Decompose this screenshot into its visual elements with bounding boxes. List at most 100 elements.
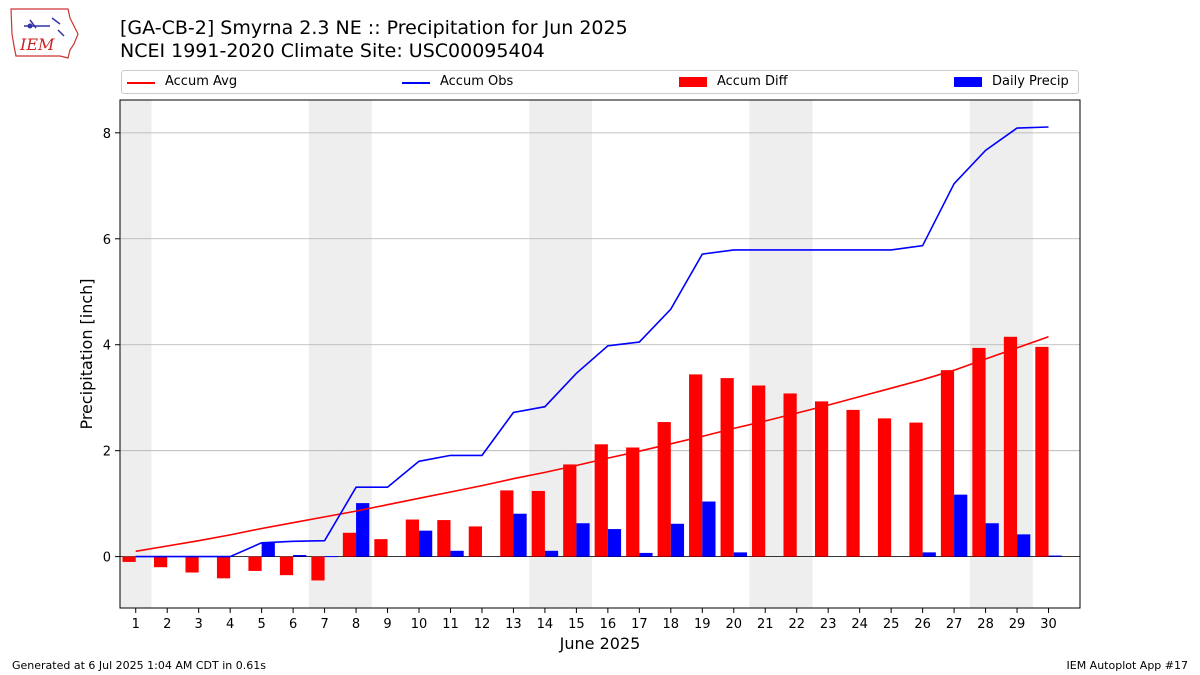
legend-label-accum-avg: Accum Avg (165, 74, 238, 89)
legend-swatch-accum-diff (679, 77, 707, 87)
bar-accum-diff-day-21 (752, 385, 766, 557)
bar-accum-diff-day-17 (626, 447, 640, 557)
bar-daily-precip-day-30 (1048, 555, 1062, 557)
legend-swatch-daily-precip (954, 77, 982, 87)
x-tick-label-14: 14 (537, 617, 554, 632)
x-tick-label-1: 1 (132, 617, 140, 632)
x-tick-label-6: 6 (289, 617, 297, 632)
x-tick-label-20: 20 (725, 617, 742, 632)
bar-accum-diff-day-1 (122, 556, 136, 562)
x-tick-label-10: 10 (411, 617, 428, 632)
bar-daily-precip-day-8 (356, 503, 370, 557)
bar-series (122, 336, 1062, 581)
x-tick-label-3: 3 (195, 617, 203, 632)
bar-accum-diff-day-2 (153, 556, 168, 568)
x-tick-label-28: 28 (977, 617, 994, 632)
bar-accum-diff-day-20 (720, 378, 734, 557)
x-tick-label-17: 17 (631, 617, 648, 632)
bar-accum-diff-day-7 (311, 556, 325, 581)
bar-accum-diff-day-14 (531, 490, 545, 557)
bar-daily-precip-day-10 (419, 530, 433, 557)
bar-accum-diff-day-24 (846, 409, 860, 557)
bar-daily-precip-day-27 (954, 494, 968, 557)
legend-label-accum-obs: Accum Obs (440, 74, 514, 89)
bar-daily-precip-day-15 (576, 523, 590, 557)
bar-daily-precip-day-17 (639, 552, 653, 557)
y-tick-label-8: 8 (103, 127, 111, 142)
chart-title: [GA-CB-2] Smyrna 2.3 NE :: Precipitation… (120, 17, 628, 39)
x-tick-label-29: 29 (1009, 617, 1026, 632)
x-tick-label-26: 26 (914, 617, 931, 632)
x-tick-label-30: 30 (1040, 617, 1057, 632)
y-tick-label-0: 0 (103, 551, 111, 566)
weekend-shade-day-7 (308, 100, 341, 608)
x-tick-label-8: 8 (352, 617, 360, 632)
bar-daily-precip-day-13 (513, 513, 527, 557)
chart-subtitle: NCEI 1991-2020 Climate Site: USC00095404 (120, 40, 545, 62)
bar-daily-precip-day-5 (261, 542, 275, 557)
footer-generated: Generated at 6 Jul 2025 1:04 AM CDT in 0… (12, 659, 266, 672)
x-tick-label-19: 19 (694, 617, 711, 632)
bar-accum-diff-day-27 (940, 370, 955, 557)
y-tick-label-4: 4 (103, 339, 111, 354)
bar-accum-diff-day-3 (185, 556, 199, 573)
bar-daily-precip-day-19 (702, 501, 716, 557)
legend-label-accum-diff: Accum Diff (717, 74, 788, 89)
x-tick-label-2: 2 (163, 617, 171, 632)
bar-accum-diff-day-22 (783, 393, 797, 557)
x-tick-label-12: 12 (474, 617, 491, 632)
x-tick-label-24: 24 (851, 617, 868, 632)
x-tick-label-4: 4 (226, 617, 234, 632)
x-tick-label-22: 22 (788, 617, 805, 632)
bar-daily-precip-day-29 (1017, 534, 1031, 557)
bar-accum-diff-day-30 (1035, 346, 1049, 557)
x-tick-label-11: 11 (442, 617, 459, 632)
legend-swatch-accum-obs (402, 82, 430, 84)
legend-swatch-accum-avg (127, 82, 155, 84)
bar-accum-diff-day-9 (374, 539, 388, 557)
bar-daily-precip-day-14 (544, 550, 559, 557)
y-tick-label-2: 2 (103, 445, 111, 460)
bar-accum-diff-day-19 (689, 374, 703, 557)
x-tick-label-27: 27 (946, 617, 963, 632)
x-tick-label-13: 13 (505, 617, 522, 632)
bar-daily-precip-day-6 (293, 555, 307, 557)
bar-daily-precip-day-18 (670, 523, 685, 557)
x-tick-label-16: 16 (600, 617, 617, 632)
bar-accum-diff-day-26 (909, 422, 923, 557)
bar-accum-diff-day-28 (972, 347, 986, 557)
x-tick-label-25: 25 (883, 617, 900, 632)
footer-app: IEM Autoplot App #17 (1066, 659, 1189, 672)
x-tick-label-7: 7 (320, 617, 328, 632)
bar-daily-precip-day-16 (607, 529, 622, 557)
y-tick-label-6: 6 (103, 233, 111, 248)
bar-accum-diff-day-4 (216, 556, 231, 579)
bar-daily-precip-day-28 (985, 523, 999, 557)
weekend-shade-day-1 (120, 100, 152, 608)
bar-accum-diff-day-13 (500, 490, 514, 557)
bar-accum-diff-day-12 (468, 526, 482, 557)
svg-text:IEM: IEM (19, 35, 55, 54)
line-accum-obs (135, 126, 1049, 558)
legend: Accum Avg Accum Obs Accum Diff Daily Pre… (121, 70, 1079, 94)
bar-accum-diff-day-16 (594, 444, 608, 557)
x-axis-label: June 2025 (559, 634, 641, 653)
line-accum-avg (135, 336, 1049, 553)
x-tick-label-23: 23 (820, 617, 837, 632)
bar-accum-diff-day-25 (877, 418, 892, 557)
line-series (135, 126, 1049, 558)
x-tick-label-18: 18 (663, 617, 680, 632)
y-axis-label: Precipitation [inch] (77, 278, 96, 429)
x-tick-label-15: 15 (568, 617, 585, 632)
bar-accum-diff-day-15 (563, 464, 577, 557)
bar-daily-precip-day-11 (450, 550, 464, 557)
iem-logo: IEM (10, 8, 79, 59)
x-tick-label-21: 21 (757, 617, 774, 632)
x-tick-label-5: 5 (257, 617, 265, 632)
bar-accum-diff-day-5 (248, 556, 262, 571)
legend-label-daily-precip: Daily Precip (992, 74, 1069, 89)
bar-accum-diff-day-10 (405, 519, 420, 557)
bar-daily-precip-day-7 (324, 556, 338, 558)
y-axis-ticks: 0 2 4 6 8 (103, 127, 120, 566)
